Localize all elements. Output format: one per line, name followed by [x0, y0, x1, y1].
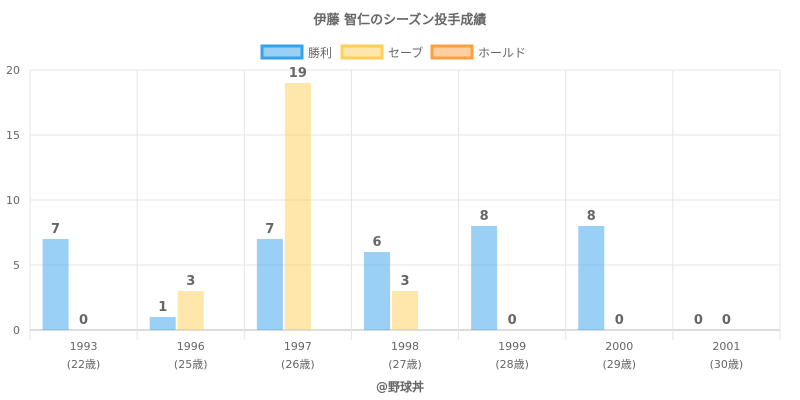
x-tick-label: 1993	[70, 340, 98, 353]
bar-セーブ-1997	[284, 83, 311, 330]
x-tick-sublabel: (26歳)	[281, 358, 315, 371]
x-tick-label: 1998	[391, 340, 419, 353]
y-tick-label: 5	[13, 259, 20, 272]
data-label: 0	[508, 313, 517, 328]
bar-勝利-1999	[471, 226, 498, 330]
data-label: 19	[289, 66, 307, 81]
data-label: 8	[587, 209, 596, 224]
bar-勝利-1998	[364, 252, 390, 330]
y-tick-label: 20	[6, 64, 20, 77]
bar-セーブ-1996	[177, 291, 204, 330]
x-tick-label: 2001	[712, 340, 740, 353]
y-tick-label: 0	[13, 324, 20, 337]
data-label: 6	[372, 235, 381, 250]
bar-勝利-1997	[256, 239, 283, 330]
legend-label-1: セーブ	[388, 45, 423, 60]
footer-credit: @野球丼	[376, 379, 424, 394]
data-label: 7	[51, 222, 60, 237]
x-tick-sublabel: (25歳)	[174, 358, 208, 371]
x-tick-sublabel: (27歳)	[388, 358, 422, 371]
data-label: 1	[158, 300, 167, 315]
y-tick-label: 10	[6, 194, 20, 207]
data-label: 0	[615, 313, 624, 328]
data-label: 0	[722, 313, 731, 328]
legend-swatch-2	[430, 44, 474, 60]
legend-label-2: ホールド	[478, 46, 526, 60]
x-tick-sublabel: (29歳)	[602, 358, 636, 371]
chart-title: 伊藤 智仁のシーズン投手成績	[313, 12, 487, 28]
data-label: 0	[79, 313, 88, 328]
data-label: 3	[400, 274, 409, 289]
legend-swatch-0	[260, 44, 304, 60]
legend-label-0: 勝利	[308, 45, 332, 60]
data-label: 7	[265, 222, 274, 237]
x-tick-label: 1999	[498, 340, 526, 353]
data-label: 8	[480, 209, 489, 224]
x-tick-label: 1997	[284, 340, 312, 353]
x-tick-sublabel: (22歳)	[67, 358, 101, 371]
x-tick-sublabel: (30歳)	[710, 358, 744, 371]
x-tick-label: 1996	[177, 340, 205, 353]
x-tick-label: 2000	[605, 340, 633, 353]
bar-勝利-1996	[149, 317, 176, 330]
y-tick-label: 15	[6, 129, 20, 142]
bar-セーブ-1998	[392, 291, 418, 330]
data-label: 0	[694, 313, 703, 328]
bar-勝利-2000	[578, 226, 605, 330]
x-tick-sublabel: (28歳)	[495, 358, 529, 371]
bar-勝利-1993	[42, 239, 69, 330]
legend-swatch-1	[340, 44, 384, 60]
data-label: 3	[186, 274, 195, 289]
